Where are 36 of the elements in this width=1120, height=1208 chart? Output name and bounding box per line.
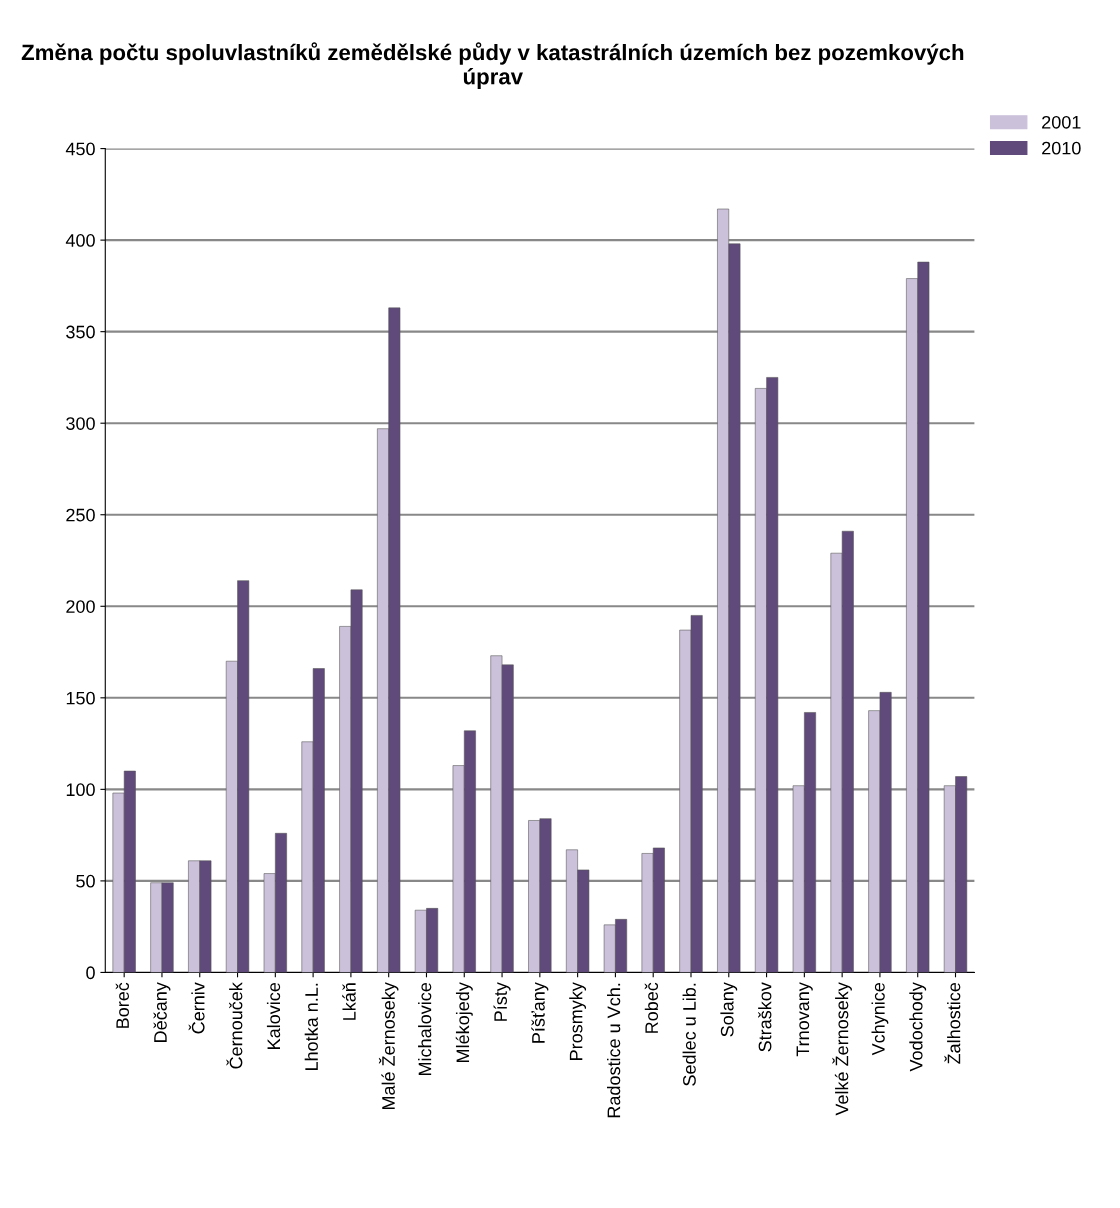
- x-tick-label: Lhotka n.L.: [304, 983, 318, 1071]
- x-tick-label: Mlékojedy: [455, 982, 473, 1062]
- x-tick-label: Prosmyky: [569, 982, 587, 1060]
- x-tick-label: Černouček: [226, 982, 243, 1069]
- x-tick-label: Vchynice: [871, 982, 889, 1056]
- y-tick-label: 200: [66, 600, 95, 613]
- x-tick-label: Solany: [720, 982, 738, 1037]
- x-tick-label: Michalovice: [418, 982, 432, 1075]
- y-tick-label: 250: [66, 508, 95, 522]
- x-tick-label: Lkáň: [342, 983, 356, 1020]
- y-tick-label: 400: [65, 234, 95, 247]
- y-tick-label: 300: [66, 417, 95, 430]
- x-tick-label: Malé Žernoseky: [378, 982, 399, 1110]
- legend-label: 2001: [1042, 115, 1081, 129]
- x-tick-label: Kalovice: [266, 982, 281, 1049]
- x-tick-label: Černiv: [188, 982, 205, 1034]
- x-tick-label: Píšťany: [531, 982, 549, 1043]
- x-tick-label: Žalhostice: [944, 982, 961, 1064]
- x-tick-label: Trnovany: [796, 982, 813, 1057]
- y-tick-label: 50: [76, 874, 95, 888]
- x-tick-label: Velké Žernoseky: [832, 982, 852, 1116]
- x-tick-label: Radostice u Vch.: [607, 983, 621, 1118]
- x-tick-label: Písty: [493, 982, 511, 1021]
- x-tick-label: Boreč: [115, 982, 130, 1028]
- x-tick-label: Vodochody: [909, 982, 927, 1072]
- x-tick-label: Straškov: [758, 982, 772, 1052]
- x-tick-label: Robeč: [644, 982, 659, 1033]
- legend-label: 2010: [1042, 141, 1081, 155]
- y-tick-label: 450: [65, 142, 95, 156]
- x-tick-label: Děčany: [153, 982, 171, 1042]
- y-tick-label: 100: [66, 783, 95, 797]
- y-tick-label: 0: [86, 966, 95, 980]
- y-tick-label: 150: [66, 691, 95, 705]
- x-tick-label: Sedlec u Lib.: [682, 983, 696, 1086]
- y-tick-label: 350: [66, 325, 95, 339]
- chart-title: Změna počtu spoluvlastníků zemědělské půdy v katastrálních územích bez pozemkových úprav: [21, 42, 964, 89]
